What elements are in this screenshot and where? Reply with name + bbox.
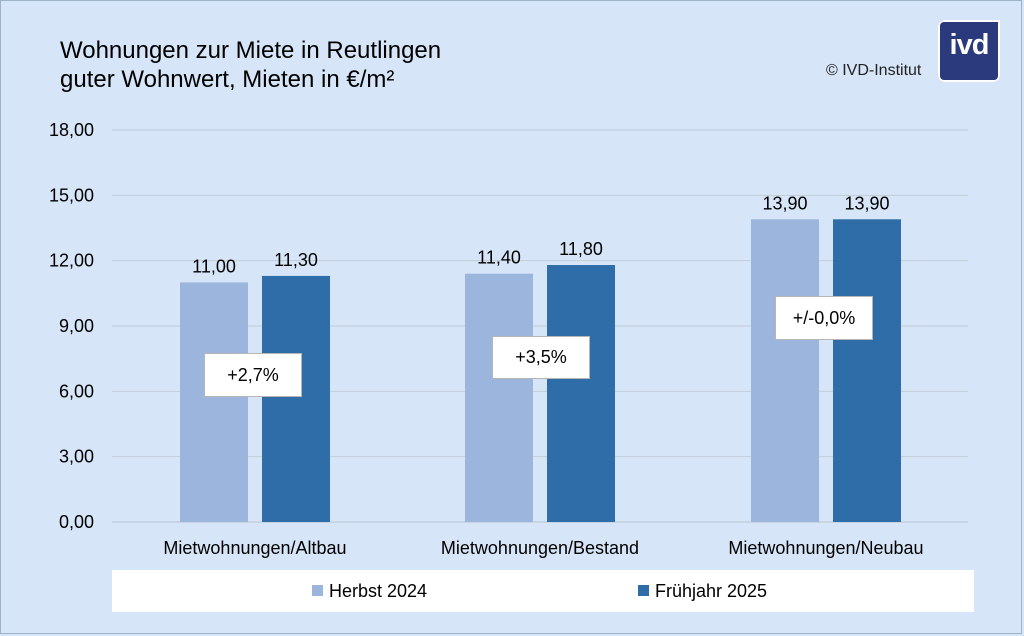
bar (180, 282, 248, 522)
y-tick-label: 6,00 (59, 381, 94, 401)
change-label: +/-0,0% (775, 296, 873, 340)
title-line-1: Wohnungen zur Miete in Reutlingen (60, 37, 442, 64)
bar (547, 265, 615, 522)
y-tick-label: 3,00 (59, 447, 94, 467)
legend-item-herbst-2024: Herbst 2024 (312, 581, 427, 602)
ivd-logo: ivd (938, 20, 1000, 82)
change-label: +3,5% (492, 336, 590, 379)
bar-value-label: 11,30 (274, 250, 318, 270)
category-label: Mietwohnungen/Bestand (441, 538, 639, 558)
legend-swatch-herbst-2024 (312, 585, 323, 596)
logo-text: ivd (949, 29, 990, 61)
y-tick-label: 18,00 (49, 120, 94, 140)
bar-value-label: 13,90 (844, 193, 889, 213)
bar-value-label: 11,00 (192, 256, 236, 276)
change-label: +2,7% (204, 353, 302, 397)
category-label: Mietwohnungen/Altbau (163, 538, 346, 558)
legend-swatch-fruehjahr-2025 (638, 585, 649, 596)
legend-item-fruehjahr-2025: Frühjahr 2025 (638, 581, 767, 602)
copyright-notice: © IVD-Institut (826, 62, 922, 79)
bar (751, 219, 819, 523)
bar (465, 273, 533, 522)
bar (262, 275, 330, 522)
category-label: Mietwohnungen/Neubau (728, 538, 923, 558)
bar-value-label: 13,90 (762, 193, 807, 213)
title-line-2: guter Wohnwert, Mieten in €/m² (60, 66, 395, 93)
y-tick-label: 0,00 (59, 512, 94, 532)
legend: Herbst 2024 Frühjahr 2025 (112, 570, 974, 612)
bar (833, 219, 901, 523)
y-tick-label: 12,00 (49, 251, 94, 271)
chart-title: Wohnungen zur Miete in Reutlingen guter … (60, 36, 441, 94)
bar-value-label: 11,80 (559, 239, 603, 259)
y-tick-label: 9,00 (59, 316, 94, 336)
legend-label-fruehjahr-2025: Frühjahr 2025 (655, 581, 768, 601)
bar-value-label: 11,40 (477, 248, 521, 268)
legend-label-herbst-2024: Herbst 2024 (329, 581, 428, 601)
y-tick-label: 15,00 (49, 185, 94, 205)
